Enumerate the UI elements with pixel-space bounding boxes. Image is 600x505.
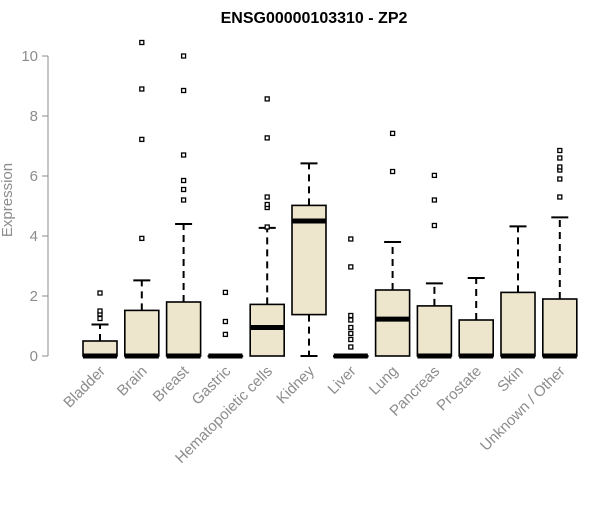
outlier-point	[222, 318, 229, 325]
outlier-point	[348, 264, 354, 270]
outlier-point	[139, 39, 145, 46]
outlier-point	[180, 177, 187, 184]
outlier-point	[348, 324, 354, 331]
outlier-point	[431, 172, 438, 179]
outlier-point	[431, 197, 438, 203]
x-category-label: Lung	[366, 363, 402, 399]
x-category-label: Liver	[325, 363, 360, 398]
box-pancreas	[416, 172, 453, 359]
outlier-point	[348, 312, 354, 319]
y-axis-label: Expression	[0, 163, 16, 237]
iqr-box	[458, 319, 495, 357]
y-tick-label: 4	[30, 228, 38, 245]
iqr-box	[291, 204, 327, 316]
iqr-box	[374, 289, 411, 357]
box-kidney	[291, 162, 327, 357]
y-tick-label: 10	[21, 48, 38, 65]
y-tick-label: 0	[30, 348, 38, 365]
iqr-box	[541, 298, 578, 357]
box-breast	[165, 53, 202, 359]
outlier-point	[180, 186, 187, 193]
outlier-point	[557, 164, 563, 170]
outlier-point	[348, 317, 354, 323]
iqr-box	[416, 305, 453, 357]
iqr-box	[124, 309, 160, 357]
outlier-point	[557, 194, 563, 200]
outlier-point	[97, 308, 103, 314]
box-unknown-other	[541, 147, 578, 359]
x-category-label: Prostate	[433, 363, 485, 415]
outlier-point	[264, 194, 270, 200]
outlier-point	[264, 224, 270, 230]
iqr-box	[500, 291, 536, 357]
outlier-point	[97, 315, 103, 322]
box-hematopoietic-cells	[249, 96, 285, 357]
box-prostate	[458, 277, 495, 359]
y-axis: 0 2 4 6 8 10	[21, 48, 49, 365]
box-bladder	[82, 290, 118, 359]
outlier-point	[222, 289, 229, 296]
outlier-point	[348, 344, 354, 350]
outlier-point	[222, 331, 229, 338]
boxes-group	[82, 39, 578, 359]
outlier-point	[180, 87, 187, 94]
outlier-point	[139, 86, 145, 92]
outlier-point	[139, 136, 145, 143]
outlier-point	[389, 130, 396, 137]
outlier-point	[264, 135, 270, 141]
outlier-point	[180, 152, 187, 158]
x-category-label: Skin	[494, 363, 527, 396]
y-tick-label: 8	[30, 108, 38, 125]
iqr-box	[165, 301, 202, 357]
box-gastric	[207, 289, 244, 359]
outlier-point	[557, 155, 563, 161]
outlier-point	[348, 236, 354, 242]
y-tick-label: 6	[30, 168, 38, 185]
box-skin	[500, 225, 536, 359]
box-lung	[374, 130, 411, 357]
outlier-point	[431, 222, 438, 229]
outlier-point	[97, 290, 103, 296]
outlier-point	[264, 96, 270, 102]
outlier-point	[389, 168, 396, 175]
x-category-label: Breast	[150, 362, 193, 405]
outlier-point	[180, 197, 187, 203]
chart-title: ENSG00000103310 - ZP2	[221, 10, 408, 27]
outlier-point	[348, 330, 354, 337]
outlier-point	[557, 147, 563, 154]
outlier-point	[139, 235, 145, 242]
iqr-box	[249, 303, 285, 357]
box-liver	[332, 236, 369, 359]
outlier-point	[180, 53, 187, 59]
outlier-point	[557, 176, 563, 182]
x-category-label: Brain	[114, 363, 151, 400]
y-tick-label: 2	[30, 288, 38, 305]
x-category-label: Kidney	[273, 362, 318, 407]
outlier-point	[348, 336, 354, 343]
box-brain	[124, 39, 160, 359]
x-category-label: Bladder	[60, 363, 109, 412]
outlier-point	[264, 201, 270, 208]
